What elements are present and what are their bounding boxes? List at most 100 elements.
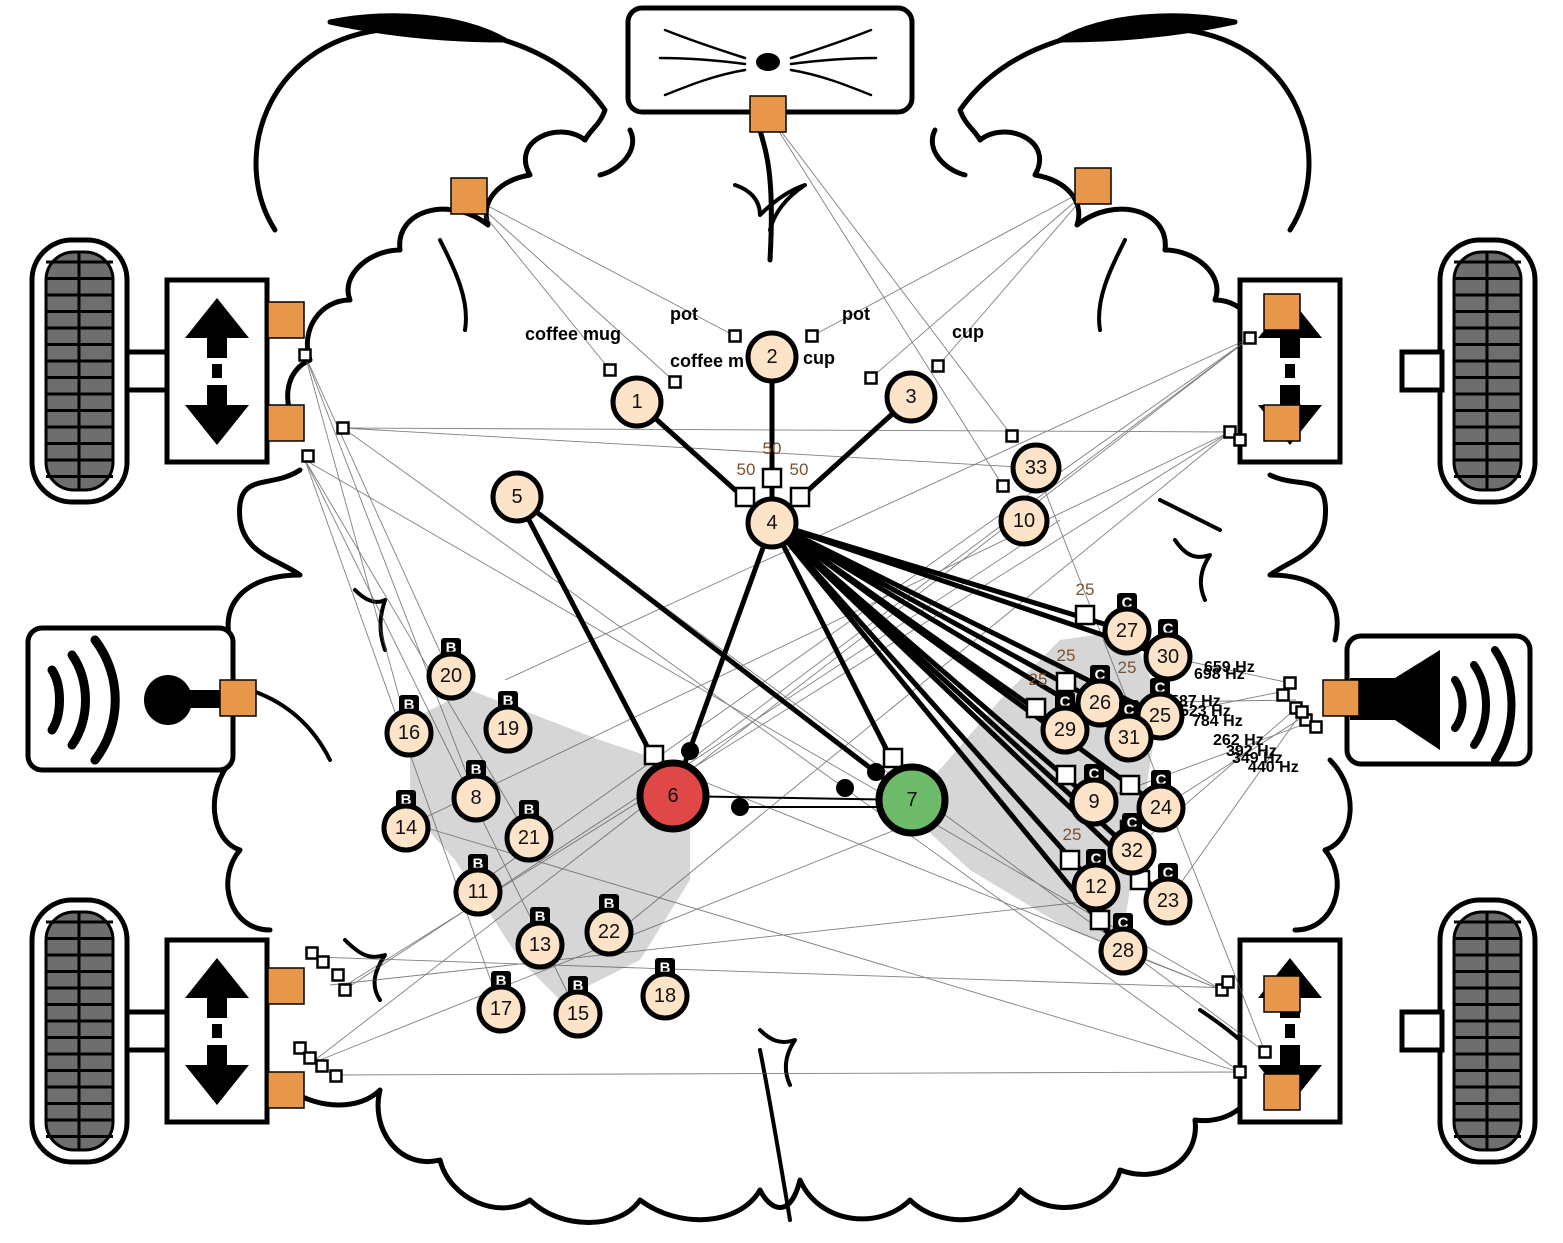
wheel-unit xyxy=(29,237,270,505)
sensor-wire xyxy=(304,459,1223,991)
sensor-terminal xyxy=(728,329,742,343)
sensor-terminal xyxy=(1276,688,1290,702)
neuron-28: C 28 xyxy=(1098,913,1148,976)
neuron-33: 33 xyxy=(1010,442,1062,494)
synapse-edge xyxy=(515,495,914,802)
neuron-body xyxy=(1143,632,1193,682)
neuron-body xyxy=(1143,876,1193,926)
neuron-tag-label: B xyxy=(660,960,671,977)
neuron-body xyxy=(745,496,799,550)
arrow-up-icon xyxy=(185,298,249,358)
sensor-block xyxy=(219,679,257,717)
neuron-body xyxy=(584,907,634,957)
sensor-terminal xyxy=(668,375,682,389)
neuron-body xyxy=(384,708,434,758)
sensor-wire xyxy=(314,956,1231,989)
synapse-knob xyxy=(836,779,854,797)
neuron-5: 5 xyxy=(490,470,544,524)
sensor-terminal xyxy=(1119,774,1141,796)
sensor-terminal xyxy=(301,449,315,463)
neuron-27: C 27 xyxy=(1102,593,1152,656)
sensor-terminal xyxy=(305,946,319,960)
neuron-tag-label: B xyxy=(404,697,415,714)
neuron-body xyxy=(1069,777,1119,827)
neuron-9: C9 xyxy=(1069,764,1119,827)
synapse-weight-label: 25 xyxy=(1057,646,1076,665)
neuron-1: 1 xyxy=(610,375,664,429)
neuron-body xyxy=(884,370,938,424)
neuron-11: B 11 xyxy=(453,854,503,917)
neuron-8: B8 xyxy=(451,760,501,823)
sensor-wire xyxy=(304,354,452,677)
neuron-id-label: 6 xyxy=(667,785,678,807)
sensor-block xyxy=(749,95,787,133)
neuron-body xyxy=(1104,713,1154,763)
sensor-wire xyxy=(1167,711,1303,902)
sensor-terminal xyxy=(603,363,617,377)
object-word-label: coffee m xyxy=(670,351,744,371)
neuron-6: 6 xyxy=(636,759,710,833)
sensor-block xyxy=(1074,167,1112,205)
neuron-body xyxy=(476,984,526,1034)
neuron-body xyxy=(1107,826,1157,876)
neuron-3: 3 xyxy=(884,370,938,424)
axle xyxy=(124,1009,170,1053)
sensor-labels: coffee mug pot coffee m cup pot cup 659 Hz698 … xyxy=(525,304,1299,844)
neuron-body xyxy=(640,971,690,1021)
neuron-body xyxy=(1098,926,1148,976)
neuron-29: C 29 xyxy=(1040,692,1090,755)
wheel-unit xyxy=(1237,237,1538,505)
sensor-terminal xyxy=(316,955,330,969)
sensor-terminal xyxy=(1233,1065,1247,1079)
sensor-wire xyxy=(767,113,1013,437)
sensor-terminal xyxy=(643,744,665,766)
neuron-id-label: 20 xyxy=(440,665,462,687)
sensor-terminal xyxy=(734,486,756,508)
tone-frequency-label: 392 Hz xyxy=(1226,743,1277,760)
neuron-tag-label: C xyxy=(1060,694,1071,711)
sensor-wire xyxy=(937,185,1094,367)
neuron-tag-label: B xyxy=(496,973,507,990)
sensor-block xyxy=(1322,679,1360,717)
neuron-tag-label: C xyxy=(1091,851,1102,868)
neuron-32: C 32 xyxy=(1107,813,1157,876)
axle xyxy=(124,349,170,393)
synapse-edges xyxy=(514,357,1170,953)
neuron-31: C 31 xyxy=(1104,700,1154,763)
sensor-terminal xyxy=(1055,671,1077,693)
neuron-body xyxy=(1040,705,1090,755)
neuron-tag-label: C xyxy=(1124,702,1135,719)
synapse-weight-label: 50 xyxy=(790,460,809,479)
synapse-weight-label: 25 xyxy=(1076,580,1095,599)
sensor-wire xyxy=(1035,467,1266,1053)
sensor-wire xyxy=(468,195,736,337)
sensor-terminal xyxy=(315,1059,329,1073)
synapse-edge xyxy=(672,795,913,801)
neuron-body xyxy=(1136,783,1186,833)
neuron-15: B 15 xyxy=(553,976,603,1039)
neuron-id-label: 4 xyxy=(766,512,777,534)
arrow-down-icon xyxy=(185,1045,249,1105)
neuron-22: B 22 xyxy=(584,894,634,957)
synapse-weight-label: 25 xyxy=(1029,670,1048,689)
sensor-terminal xyxy=(931,359,945,373)
sensor-terminal xyxy=(1295,705,1309,719)
sensor-wire xyxy=(304,459,530,839)
neuron-id-label: 15 xyxy=(567,1003,589,1025)
sensor-wire xyxy=(689,337,1251,761)
neuron-7: 7 xyxy=(875,763,949,837)
neuron-19: B 19 xyxy=(483,691,533,754)
neuron-body xyxy=(515,920,565,970)
sensor-block xyxy=(1263,293,1301,331)
tone-frequency-label: 659 Hz xyxy=(1204,659,1255,676)
neuron-tag-label: B xyxy=(401,792,412,809)
sensor-wire xyxy=(468,195,611,371)
neuron-id-label: 3 xyxy=(905,386,916,408)
neuron-body xyxy=(483,704,533,754)
neuron-id-label: 33 xyxy=(1025,457,1047,479)
sensor-terminal xyxy=(1258,1045,1272,1059)
sensor-block xyxy=(1263,975,1301,1013)
neuron-body xyxy=(998,495,1050,547)
sensor-terminal xyxy=(1005,429,1019,443)
sensor-wire xyxy=(337,1071,1241,1076)
